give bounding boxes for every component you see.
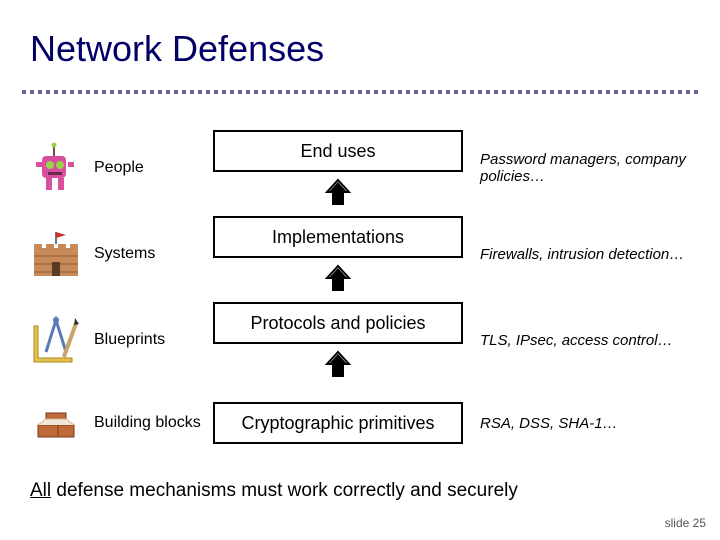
examples-text: Firewalls, intrusion detection… — [472, 246, 692, 263]
box-cell: Protocols and policies — [208, 302, 468, 378]
up-arrow-icon — [323, 178, 353, 206]
box-cell: Cryptographic primitives — [208, 402, 468, 444]
footer-sentence: All defense mechanisms must work correct… — [30, 480, 518, 502]
footer-rest: defense mechanisms must work correctly a… — [51, 480, 518, 501]
diagram-rows: People End uses Password managers, compa… — [22, 130, 702, 474]
examples-text: RSA, DSS, SHA-1… — [472, 415, 692, 432]
footer-underlined: All — [30, 480, 51, 501]
row-blueprints: Blueprints Protocols and policies TLS, I… — [22, 302, 702, 372]
layer-box-protocols: Protocols and policies — [213, 302, 463, 344]
up-arrow-icon — [323, 264, 353, 292]
layer-box-crypto: Cryptographic primitives — [213, 402, 463, 444]
castle-icon — [22, 226, 90, 282]
row-label: Building blocks — [94, 414, 204, 432]
robot-icon — [22, 140, 90, 196]
row-building-blocks: Building blocks Cryptographic primitives… — [22, 388, 702, 458]
row-systems: Systems Implementations Firewalls, intru… — [22, 216, 702, 286]
row-people: People End uses Password managers, compa… — [22, 130, 702, 200]
row-label: People — [94, 159, 204, 177]
layer-box-end-uses: End uses — [213, 130, 463, 172]
examples-text: TLS, IPsec, access control… — [472, 332, 692, 349]
row-label: Blueprints — [94, 331, 204, 349]
tools-icon — [22, 312, 90, 368]
title-rule — [22, 90, 698, 94]
bricks-icon — [22, 395, 90, 451]
box-cell: End uses — [208, 130, 468, 206]
examples-text: Password managers, company policies… — [472, 151, 692, 185]
slide-number: slide 25 — [665, 516, 706, 530]
layer-box-implementations: Implementations — [213, 216, 463, 258]
row-label: Systems — [94, 245, 204, 263]
slide-title: Network Defenses — [30, 28, 324, 70]
box-cell: Implementations — [208, 216, 468, 292]
up-arrow-icon — [323, 350, 353, 378]
